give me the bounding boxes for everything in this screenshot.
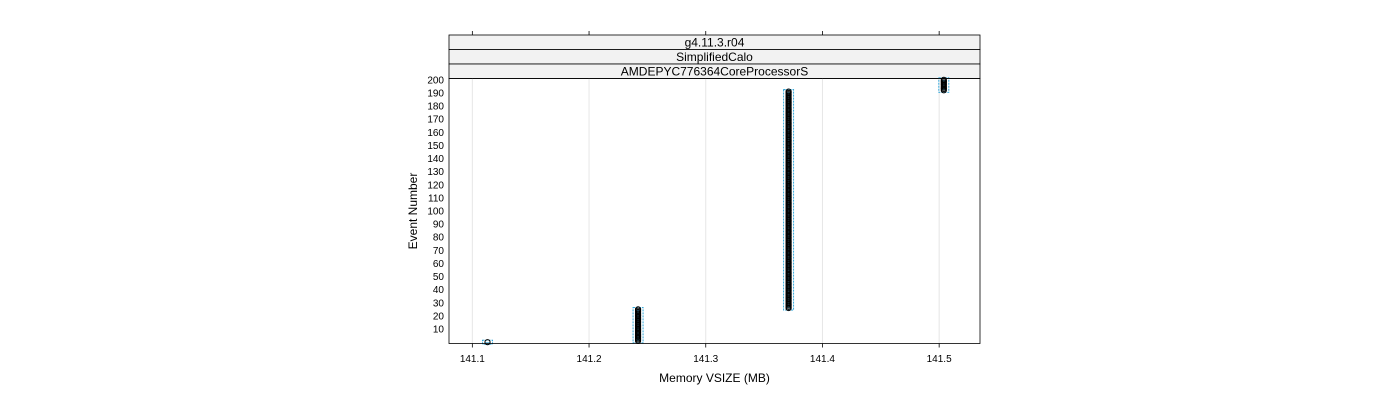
y-tick-label-1: 20 [433, 311, 445, 322]
cluster-fill-2 [786, 91, 792, 309]
x-axis: 141.1 141.2 141.3 141.4 141.5 [460, 31, 952, 365]
data-marks [482, 76, 950, 346]
x-tick-label-3: 141.4 [810, 354, 835, 365]
x-tick-label-1: 141.2 [577, 354, 602, 365]
y-tick-label-16: 170 [427, 115, 444, 126]
y-tick-label-8: 90 [433, 220, 445, 231]
y-tick-label-15: 160 [427, 128, 444, 139]
y-tick-label-17: 180 [427, 102, 444, 113]
x-axis-title: Memory VSIZE (MB) [659, 371, 770, 385]
y-tick-label-18: 190 [427, 88, 444, 99]
strip-headers: g4.11.3.r04 SimplifiedCalo AMDEPYC776364… [448, 34, 981, 79]
point-1-25 [634, 306, 642, 313]
y-tick-label-0: 10 [433, 325, 445, 336]
y-tick-label-9: 100 [427, 207, 444, 218]
grid [471, 78, 940, 344]
point-3-200 [940, 76, 947, 83]
plot-panel-border [448, 78, 981, 344]
point-2-191 [785, 88, 792, 95]
y-tick-label-3: 40 [433, 285, 445, 296]
y-axis: 10 20 30 40 50 60 70 80 90 100 110 120 130 140 150 160 1… [427, 75, 444, 335]
y-tick-label-12: 130 [427, 167, 444, 178]
cluster-band-1 [632, 306, 644, 344]
strip-3-label: AMDEPYC776364CoreProcessorS [621, 65, 808, 79]
cluster-band-3 [938, 77, 950, 93]
y-tick-label-6: 70 [433, 246, 445, 257]
y-axis-title: Event Number [406, 173, 420, 250]
cluster-band-0 [482, 339, 493, 345]
y-tick-label-19: 200 [427, 75, 444, 86]
y-tick-label-11: 120 [427, 180, 444, 191]
y-tick-label-14: 150 [427, 141, 444, 152]
point-0-0 [484, 339, 491, 346]
x-tick-label-2: 141.3 [693, 354, 718, 365]
y-tick-label-4: 50 [433, 272, 445, 283]
y-tick-label-10: 110 [428, 193, 444, 204]
strip-2-label: SimplifiedCalo [676, 50, 753, 64]
cluster-band-2 [783, 89, 795, 311]
y-tick-label-2: 30 [433, 298, 445, 309]
x-tick-label-0: 141.1 [460, 354, 485, 365]
x-tick-label-4: 141.5 [927, 354, 952, 365]
y-tick-label-5: 60 [433, 259, 445, 270]
y-tick-label-7: 80 [433, 233, 445, 244]
y-tick-label-13: 140 [427, 154, 444, 165]
strip-1-label: g4.11.3.r04 [685, 36, 745, 50]
cluster-fill-0 [485, 342, 491, 344]
